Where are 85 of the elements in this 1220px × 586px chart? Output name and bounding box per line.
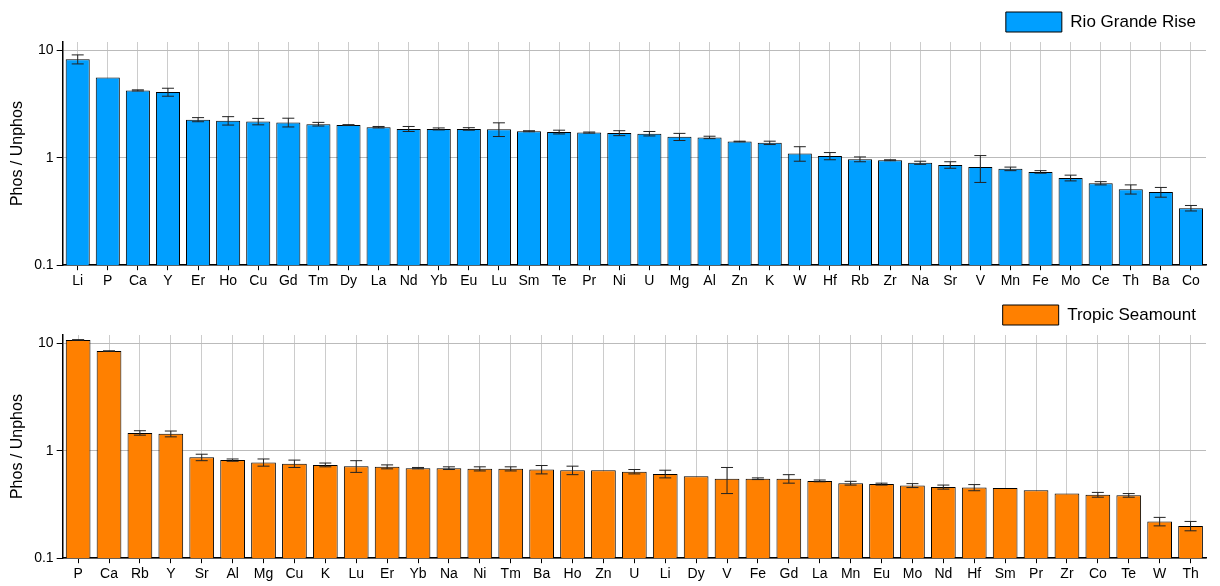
x-tick-label: Sr	[943, 272, 958, 289]
y-tick-label: 10	[38, 41, 54, 58]
x-tick-label: Na	[911, 272, 930, 289]
y-axis-title: Phos / Unphos	[8, 394, 26, 500]
legend-label: Tropic Seamount	[1067, 304, 1197, 324]
x-tick-label: Fe	[1032, 272, 1049, 289]
x-tick-label: W	[793, 272, 808, 289]
x-tick-label: Yb	[409, 565, 427, 582]
x-tick-label: Al	[226, 565, 239, 582]
x-tick-label: La	[811, 565, 828, 582]
y-tick-label: 1	[45, 441, 54, 458]
x-tick-label: Te	[1121, 565, 1137, 582]
x-tick-label: Sr	[194, 565, 210, 582]
x-tick-label: Nd	[934, 565, 953, 582]
x-tick-label: Fe	[749, 565, 767, 582]
x-tick-label: Zn	[731, 272, 748, 289]
x-tick-label: Cu	[285, 565, 304, 582]
x-tick-label: Gd	[779, 565, 799, 582]
x-tick-label: Eu	[460, 272, 478, 289]
x-tick-label: U	[629, 565, 640, 582]
x-tick-label: Er	[191, 272, 206, 289]
x-tick-label: K	[765, 272, 776, 289]
x-tick-label: Tm	[308, 272, 329, 289]
x-tick-label: P	[73, 565, 83, 582]
x-tick-label: Ho	[219, 272, 238, 289]
x-tick-label: K	[320, 565, 331, 582]
x-tick-label: Ho	[563, 565, 582, 582]
x-tick-label: Li	[72, 272, 84, 289]
x-tick-label: Ni	[612, 272, 626, 289]
x-tick-label: Co	[1182, 272, 1201, 289]
y-axis-title: Phos / Unphos	[8, 101, 26, 207]
x-tick-label: Mn	[1000, 272, 1021, 289]
x-tick-label: Mg	[669, 272, 690, 289]
x-tick-label: Tm	[500, 565, 521, 582]
x-tick-label: Lu	[491, 272, 507, 289]
x-tick-label: W	[1153, 565, 1168, 582]
x-tick-label: Lu	[348, 565, 365, 582]
x-tick-label: Cu	[249, 272, 268, 289]
x-tick-label: Al	[703, 272, 716, 289]
x-tick-label: Er	[380, 565, 395, 582]
x-tick-label: Y	[163, 272, 174, 289]
x-tick-label: Pr	[582, 272, 597, 289]
x-tick-label: Na	[439, 565, 459, 582]
legend-label: Rio Grande Rise	[1070, 11, 1197, 31]
x-tick-label: Li	[659, 565, 671, 582]
x-tick-label: Th	[1122, 272, 1139, 289]
x-tick-label: P	[103, 272, 113, 289]
x-tick-label: Th	[1182, 565, 1199, 582]
x-tick-label: Mg	[253, 565, 274, 582]
x-tick-label: Ni	[473, 565, 487, 582]
x-tick-label: Eu	[872, 565, 891, 582]
x-tick-label: Dy	[339, 272, 358, 289]
x-tick-label: Sm	[518, 272, 540, 289]
x-tick-label: Hf	[822, 272, 838, 289]
x-tick-label: Hf	[967, 565, 982, 582]
x-tick-label: Zr	[883, 272, 898, 289]
x-tick-label: Co	[1088, 565, 1107, 582]
x-tick-label: Rb	[851, 272, 870, 289]
x-tick-label: La	[370, 272, 387, 289]
x-tick-label: Ba	[1152, 272, 1170, 289]
x-tick-label: Sm	[994, 565, 1016, 582]
y-tick-label: 10	[38, 334, 54, 351]
x-tick-label: Te	[551, 272, 567, 289]
x-tick-label: Ca	[128, 272, 148, 289]
x-tick-label: V	[722, 565, 733, 582]
x-tick-label: Zr	[1060, 565, 1074, 582]
x-tick-label: Ca	[100, 565, 119, 582]
x-tick-label: Nd	[399, 272, 418, 289]
x-tick-label: Rb	[130, 565, 150, 582]
x-tick-label: Pr	[1029, 565, 1044, 582]
x-tick-label: U	[644, 272, 655, 289]
x-tick-label: Ce	[1091, 272, 1110, 289]
x-tick-label: Dy	[687, 565, 705, 582]
x-tick-label: Mo	[902, 565, 923, 582]
x-tick-label: Y	[166, 565, 177, 582]
x-tick-label: V	[975, 272, 986, 289]
y-tick-label: 0.1	[34, 256, 54, 273]
x-tick-label: Ba	[533, 565, 551, 582]
y-tick-label: 1	[45, 148, 54, 165]
x-tick-label: Gd	[278, 272, 298, 289]
y-tick-label: 0.1	[34, 549, 54, 566]
x-tick-label: Mn	[840, 565, 861, 582]
x-tick-label: Yb	[430, 272, 448, 289]
x-tick-label: Zn	[595, 565, 612, 582]
x-tick-label: Mo	[1060, 272, 1081, 289]
